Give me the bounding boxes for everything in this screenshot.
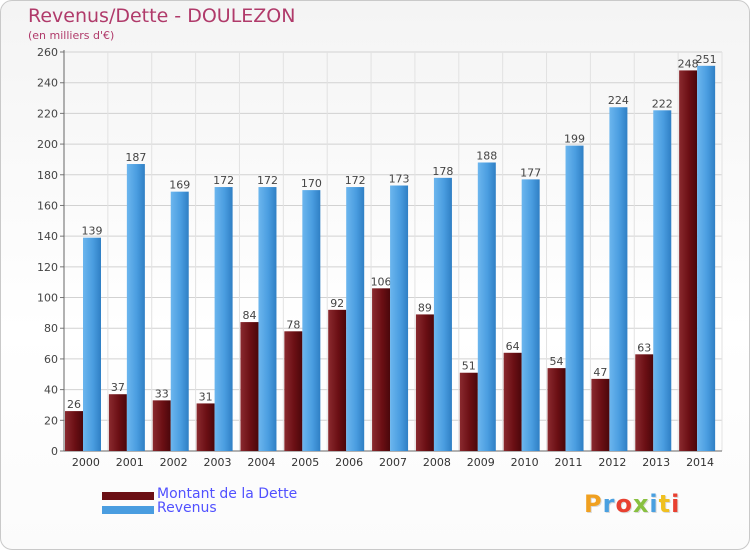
x-tick-label: 2009	[467, 456, 495, 469]
bar-revenue	[346, 187, 365, 452]
y-tick-label: 120	[37, 261, 58, 274]
bar-revenue	[477, 162, 496, 451]
bar-revenue	[521, 179, 540, 451]
data-label-debt: 54	[550, 355, 564, 368]
data-label-debt: 51	[462, 360, 476, 373]
bar-debt	[328, 309, 347, 451]
y-tick-label: 0	[51, 445, 58, 458]
y-tick-label: 180	[37, 169, 58, 182]
x-tick-label: 2010	[511, 456, 539, 469]
legend-label-revenue: Revenus	[157, 500, 217, 516]
y-tick-label: 260	[37, 46, 58, 59]
bar-debt	[284, 331, 303, 451]
data-label-debt: 89	[418, 301, 432, 314]
data-label-revenue: 188	[476, 149, 497, 162]
data-label-revenue: 139	[82, 225, 103, 238]
x-tick-label: 2008	[423, 456, 451, 469]
data-label-revenue: 173	[389, 173, 410, 186]
x-tick-label: 2012	[598, 456, 626, 469]
y-tick-label: 80	[44, 322, 58, 335]
proxiti-logo: Proxiti	[584, 490, 681, 518]
bar-debt	[547, 368, 566, 451]
data-label-debt: 248	[678, 57, 699, 70]
data-label-debt: 47	[593, 366, 607, 379]
data-label-debt: 31	[199, 390, 213, 403]
bar-debt	[152, 400, 171, 451]
y-tick-label: 100	[37, 292, 58, 305]
bar-revenue	[258, 187, 277, 452]
data-label-debt: 84	[242, 309, 256, 322]
data-label-revenue: 170	[301, 177, 322, 190]
bar-debt	[372, 288, 391, 451]
x-tick-label: 2004	[247, 456, 275, 469]
y-tick-label: 20	[44, 414, 58, 427]
data-label-debt: 64	[506, 340, 520, 353]
unit-label: (en milliers d'€)	[28, 29, 115, 42]
data-label-debt: 37	[111, 381, 125, 394]
bar-revenue	[565, 145, 584, 451]
x-tick-label: 2001	[116, 456, 144, 469]
y-tick-label: 200	[37, 138, 58, 151]
bar-debt	[108, 394, 127, 451]
y-tick-label: 220	[37, 107, 58, 120]
data-label-revenue: 177	[520, 166, 541, 179]
x-tick-label: 2011	[554, 456, 582, 469]
legend-label-debt: Montant de la Dette	[157, 486, 298, 502]
data-label-debt: 63	[637, 341, 651, 354]
data-label-revenue: 251	[696, 53, 717, 66]
legend-swatch-debt	[102, 492, 154, 500]
chart-title: Revenus/Dette - DOULEZON	[28, 5, 296, 27]
bar-debt	[240, 322, 259, 451]
legend-swatch-revenue	[102, 506, 154, 514]
bar-debt	[503, 352, 522, 451]
bar-debt	[679, 70, 698, 452]
x-tick-label: 2002	[160, 456, 188, 469]
data-label-debt: 106	[371, 275, 392, 288]
bar-revenue	[83, 237, 101, 451]
data-label-revenue: 172	[257, 174, 278, 187]
bar-debt	[459, 372, 478, 451]
y-tick-label: 60	[44, 353, 58, 366]
bar-revenue	[390, 185, 409, 451]
bar-revenue	[697, 65, 716, 452]
bar-revenue	[433, 177, 452, 452]
y-tick-label: 140	[37, 230, 58, 243]
bar-debt	[415, 314, 434, 451]
y-tick-label: 240	[37, 77, 58, 90]
bar-revenue	[214, 187, 233, 452]
x-tick-label: 2000	[72, 456, 100, 469]
y-tick-label: 40	[44, 384, 58, 397]
bar-revenue	[609, 107, 628, 451]
bar-revenue	[170, 191, 189, 451]
data-label-debt: 26	[67, 398, 81, 411]
data-label-revenue: 187	[125, 151, 146, 164]
data-label-revenue: 178	[432, 165, 453, 178]
data-label-revenue: 172	[213, 174, 234, 187]
data-label-revenue: 224	[608, 94, 629, 107]
x-tick-label: 2007	[379, 456, 407, 469]
bar-debt	[635, 354, 654, 451]
data-label-debt: 33	[155, 387, 169, 400]
bar-revenue	[126, 164, 145, 451]
data-label-revenue: 222	[652, 97, 673, 110]
bar-debt	[196, 403, 215, 451]
x-tick-label: 2013	[642, 456, 670, 469]
x-tick-label: 2003	[204, 456, 232, 469]
data-label-revenue: 169	[169, 179, 190, 192]
bar-debt	[65, 411, 83, 451]
data-label-revenue: 172	[345, 174, 366, 187]
x-tick-label: 2014	[686, 456, 714, 469]
bar-debt	[591, 378, 610, 451]
x-tick-label: 2005	[291, 456, 319, 469]
y-tick-label: 160	[37, 199, 58, 212]
x-tick-label: 2006	[335, 456, 363, 469]
data-label-debt: 78	[286, 318, 300, 331]
data-label-debt: 92	[330, 297, 344, 310]
bar-revenue	[653, 110, 672, 452]
bar-revenue	[302, 190, 321, 451]
data-label-revenue: 199	[564, 133, 585, 146]
